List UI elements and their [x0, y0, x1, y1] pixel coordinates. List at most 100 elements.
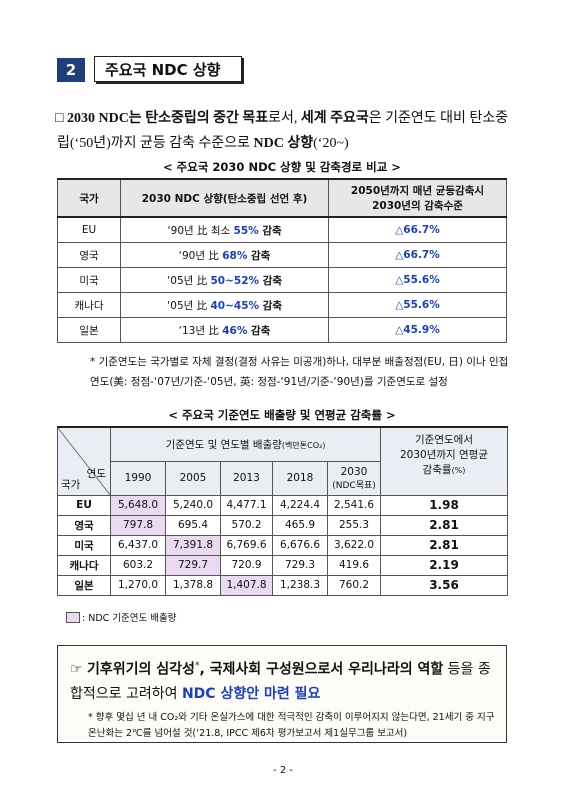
ndc-cell: ‘90년 比 최소 55% 감축 — [120, 216, 329, 243]
level-cell: △66.7% — [328, 242, 507, 268]
header-line: 2030년까지 연평균 — [399, 448, 489, 461]
value-cell: 7,391.8 — [165, 534, 221, 556]
box-footnote: * 향후 몇십 년 내 CO₂와 기타 온실가스에 대한 적극적인 감축이 이루… — [88, 711, 495, 739]
value-cell: 729.7 — [165, 554, 221, 576]
spacer — [381, 477, 507, 491]
value-cell: 465.9 — [272, 514, 328, 536]
footnote: * 기준연도는 국가별로 자체 결정(결정 사유는 미공개)하나, 대부분 배출… — [90, 356, 509, 388]
year: 1990 — [124, 472, 152, 484]
row: 미국 ‘05년 比 50~52% 감축 △55.6% — [57, 267, 507, 293]
year: 2030 — [340, 465, 368, 478]
header-cell: 기준연도에서 2030년까지 연평균 감축률(%) — [380, 426, 508, 496]
text: ‘05년 比 — [166, 274, 211, 287]
text: ‘05년 比 — [166, 299, 211, 312]
country-cell: 일본 — [57, 317, 121, 343]
value-cell: 603.2 — [110, 554, 166, 576]
text: 감축 — [258, 224, 282, 237]
value-cell: 3,622.0 — [327, 534, 381, 556]
country-cell: EU — [57, 216, 121, 243]
corner-bottom: 국가 — [61, 478, 81, 491]
row: 영국 ‘90년 比 68% 감축 △66.7% — [57, 242, 507, 268]
highlight-text: 55% — [233, 224, 259, 237]
year: 2013 — [233, 472, 260, 484]
value-cell: 4,224.4 — [272, 494, 328, 516]
page-number: - 2 - — [273, 765, 293, 776]
header-cell: 국가 — [57, 178, 121, 218]
bold-text: 기후위기의 심각성 — [87, 661, 195, 678]
header-text: 기준연도 및 연도별 배출량 — [165, 438, 282, 451]
level-cell: △55.6% — [328, 267, 507, 293]
superscript: * — [194, 661, 200, 671]
country-cell: 미국 — [57, 534, 111, 556]
ndc-table: 국가 2030 NDC 상향(탄소중립 선언 후) 2050년까지 매년 균등감… — [57, 178, 507, 343]
corner-top: 연도 — [86, 468, 106, 480]
section-title: 주요국 NDC 상향 — [94, 56, 242, 82]
text: 등을 종합적으로 고려하여 — [70, 661, 491, 702]
header-cell: 2050년까지 매년 균등감축시 2030년의 감축수준 — [328, 178, 507, 218]
row: 캐나다 ‘05년 比 40~45% 감축 △55.6% — [57, 292, 507, 318]
value-cell: 6,676.6 — [272, 534, 328, 556]
header-row: 연도 국가 기준연도 및 연도별 배출량(백만톤CO₂) 기준연도에서 2030년… — [57, 426, 508, 496]
text: 감축 — [259, 299, 283, 312]
bullet: □ — [55, 111, 64, 126]
year: 2005 — [179, 472, 207, 484]
text: 로서, — [268, 111, 301, 126]
header-unit: (백만톤CO₂) — [281, 440, 326, 450]
country-cell: 캐나다 — [57, 554, 111, 576]
year-cell: 2030 (NDC목표) — [327, 460, 381, 496]
row: EU ‘90년 比 최소 55% 감축 △66.7% — [57, 216, 507, 243]
intro-paragraph: □ 2030 NDC는 탄소중립의 중간 목표로서, 세계 주요국은 기준연도 … — [55, 106, 517, 156]
header-text: 감축률 — [422, 463, 452, 476]
rate-cell: 1.98 — [380, 494, 508, 516]
value-cell: 570.2 — [220, 514, 273, 536]
value-cell: 720.9 — [220, 554, 273, 576]
rate-cell: 3.56 — [380, 574, 508, 596]
text: ‘90년 比 — [178, 249, 223, 262]
conclusion-box: ☞ 기후위기의 심각성*, 국제사회 구성원으로서 우리나라의 역할 등을 종합… — [57, 645, 507, 743]
ndc-cell: ‘13년 比 46% 감축 — [120, 317, 329, 343]
bold-text: 세계 주요국 — [300, 111, 369, 126]
emission-table: 연도 국가 기준연도 및 연도별 배출량(백만톤CO₂) 기준연도에서 2030년… — [57, 426, 508, 596]
rate-cell: 2.81 — [380, 514, 508, 536]
year-row: 1990 2005 2013 2018 2030 (NDC목표) — [58, 460, 508, 496]
ndc-cell: ‘05년 比 40~45% 감축 — [120, 292, 329, 318]
bold-text: 탄소중립의 중간 목표 — [145, 111, 269, 126]
highlight-text: 40~45% — [210, 299, 260, 312]
value-cell: 760.2 — [327, 574, 381, 596]
header-line: 2030년의 감축수준 — [372, 200, 463, 212]
level-cell: △66.7% — [328, 216, 507, 243]
diagonal — [58, 428, 111, 496]
country-cell: 일본 — [57, 574, 111, 596]
row: 일본 1,270.0 1,378.8 1,407.8 1,238.3 760.2 3.56 — [57, 574, 508, 596]
conclusion-text: ☞ 기후위기의 심각성*, 국제사회 구성원으로서 우리나라의 역할 등을 종합… — [70, 654, 496, 706]
table-body: EU ‘90년 比 최소 55% 감축 △66.7% 영국 ‘90년 比 68% 감축 △… — [57, 216, 507, 343]
row: 영국 797.8 695.4 570.2 465.9 255.3 2.81 — [57, 514, 508, 536]
value-cell: 6,437.0 — [110, 534, 166, 556]
text: 감축 — [247, 324, 271, 337]
table-caption: < 주요국 기준연도 배출량 및 연평균 감축률 > — [168, 408, 396, 422]
value-cell: 797.8 — [110, 514, 166, 536]
header-line: 기준연도에서 — [415, 433, 473, 446]
row: 캐나다 603.2 729.7 720.9 729.3 419.6 2.19 — [57, 554, 508, 576]
header-line: 감축률(%) — [381, 462, 507, 477]
value-cell: 6,769.6 — [220, 534, 273, 556]
rate-cell: 2.81 — [380, 534, 508, 556]
highlight-text: NDC 상향안 마련 필요 — [181, 685, 321, 702]
text: ‘90년 比 최소 — [167, 224, 234, 237]
header-row: 국가 2030 NDC 상향(탄소중립 선언 후) 2050년까지 매년 균등감… — [57, 178, 507, 218]
level-cell: △45.9% — [328, 317, 507, 343]
highlight-text: 46% — [222, 324, 248, 337]
value-cell: 729.3 — [272, 554, 328, 576]
corner-cell: 연도 국가 — [57, 426, 111, 496]
year-cell: 2013 — [220, 460, 273, 496]
table-caption: < 주요국 2030 NDC 상향 및 감축경로 비교 > — [163, 160, 401, 174]
value-cell: 1,270.0 — [110, 574, 166, 596]
value-cell: 5,240.0 — [165, 494, 221, 516]
level-cell: △55.6% — [328, 292, 507, 318]
value-cell: 4,477.1 — [220, 494, 273, 516]
ndc-cell: ‘05년 比 50~52% 감축 — [120, 267, 329, 293]
legend-swatch — [66, 612, 80, 623]
row: 미국 6,437.0 7,391.8 6,769.6 6,676.6 3,622.0 2.8… — [57, 534, 508, 556]
